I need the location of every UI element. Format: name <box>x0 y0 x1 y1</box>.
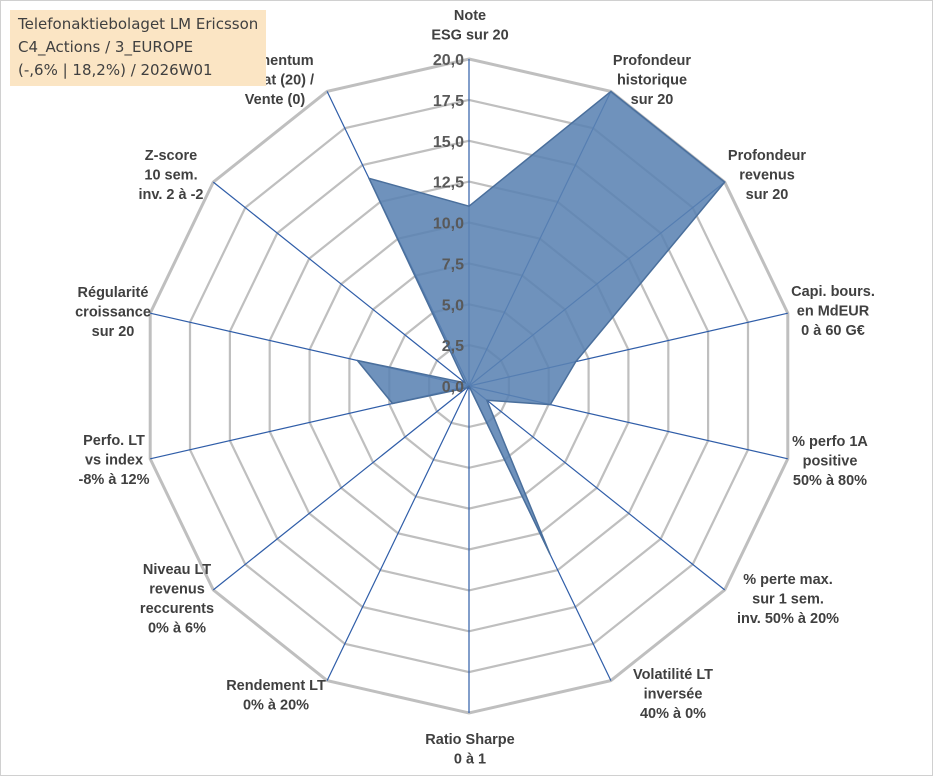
axis-label-line: revenus <box>149 582 205 598</box>
axis-label-10: Perfo. LT vs index -8% à 12% <box>79 433 150 488</box>
tick-label: 7,5 <box>442 256 464 273</box>
axis-label-line: 0% à 20% <box>243 698 309 714</box>
axis-label-line: Z-score <box>145 148 197 164</box>
axis-label-line: inversée <box>644 687 703 703</box>
axis-label-line: sur 20 <box>92 324 135 340</box>
axis-label-line: positive <box>803 454 858 470</box>
axis-label-line: % perfo 1A <box>792 434 868 450</box>
axis-label-line: en MdEUR <box>797 304 870 320</box>
axis-label-line: Note <box>454 8 486 24</box>
axis-label-line: 0 à 1 <box>454 752 486 768</box>
axis-label-line: Volatilité LT <box>633 667 713 683</box>
axis-label-1: Profondeur historique sur 20 <box>613 53 691 108</box>
axis-label-line: ESG sur 20 <box>431 28 508 44</box>
tick-label: 0,0 <box>442 379 464 396</box>
axis-label-line: inv. 50% à 20% <box>737 611 839 627</box>
tick-label: 17,5 <box>433 93 464 110</box>
axis-label-line: reccurents <box>140 601 214 617</box>
axis-label-line: -8% à 12% <box>79 472 150 488</box>
axis-label-line: % perte max. <box>743 572 832 588</box>
axis-label-12: Z-score 10 sem. inv. 2 à -2 <box>138 148 203 203</box>
axis-label-line: Rendement LT <box>226 678 326 694</box>
title-company: Telefonaktiebolaget LM Ericsson <box>18 13 258 36</box>
axis-label-11: Régularité croissance sur 20 <box>75 285 151 340</box>
axis-label-line: Profondeur <box>613 53 691 69</box>
axis-label-line: Profondeur <box>728 148 806 164</box>
axis-label-5: % perte max. sur 1 sem. inv. 50% à 20% <box>737 572 839 627</box>
tick-label: 20,0 <box>433 52 464 69</box>
axis-label-line: 50% à 80% <box>793 473 867 489</box>
axis-label-9: Niveau LT revenus reccurents 0% à 6% <box>140 562 214 637</box>
axis-label-line: historique <box>617 73 687 89</box>
title-category: C4_Actions / 3_EUROPE <box>18 36 258 59</box>
axis-label-line: Niveau LT <box>143 562 211 578</box>
axis-spoke <box>327 386 469 681</box>
axis-label-line: 0 à 60 G€ <box>801 323 865 339</box>
axis-label-8: Rendement LT 0% à 20% <box>226 678 326 714</box>
title-stats: (-,6% | 18,2%) / 2026W01 <box>18 59 258 82</box>
radar-series <box>357 91 725 554</box>
axis-label-line: 10 sem. <box>144 168 197 184</box>
axis-label-line: Capi. bours. <box>791 284 875 300</box>
axis-label-line: croissance <box>75 305 151 321</box>
axis-label-line: sur 20 <box>746 187 789 203</box>
axis-label-line: 40% à 0% <box>640 706 706 722</box>
axis-label-line: Ratio Sharpe <box>425 732 514 748</box>
axis-label-line: inv. 2 à -2 <box>138 187 203 203</box>
axis-label-line: Régularité <box>78 285 149 301</box>
axis-label-3: Capi. bours. en MdEUR 0 à 60 G€ <box>791 284 875 339</box>
tick-label: 15,0 <box>433 134 464 151</box>
axis-label-line: Vente (0) <box>245 92 306 108</box>
axis-label-line: sur 1 sem. <box>752 592 824 608</box>
axis-label-line: Perfo. LT <box>83 433 145 449</box>
axis-label-4: % perfo 1A positive 50% à 80% <box>792 434 868 489</box>
axis-label-6: Volatilité LT inversée 40% à 0% <box>633 667 713 722</box>
series-area <box>357 91 724 554</box>
axis-label-7: Ratio Sharpe 0 à 1 <box>425 732 514 768</box>
axis-label-line: revenus <box>739 168 795 184</box>
radar-tick-labels: 0,0 2,5 5,0 7,5 10,0 12,5 15,0 17,5 20,0 <box>433 52 464 396</box>
axis-label-line: sur 20 <box>631 92 674 108</box>
axis-label-line: vs index <box>85 453 143 469</box>
tick-label: 5,0 <box>442 297 464 314</box>
chart-title-box: Telefonaktiebolaget LM Ericsson C4_Actio… <box>10 10 266 86</box>
tick-label: 12,5 <box>433 175 464 192</box>
tick-label: 2,5 <box>442 338 464 355</box>
axis-label-line: 0% à 6% <box>148 621 206 637</box>
axis-label-0: Note ESG sur 20 <box>431 8 508 44</box>
axis-label-2: Profondeur revenus sur 20 <box>728 148 806 203</box>
tick-label: 10,0 <box>433 216 464 233</box>
